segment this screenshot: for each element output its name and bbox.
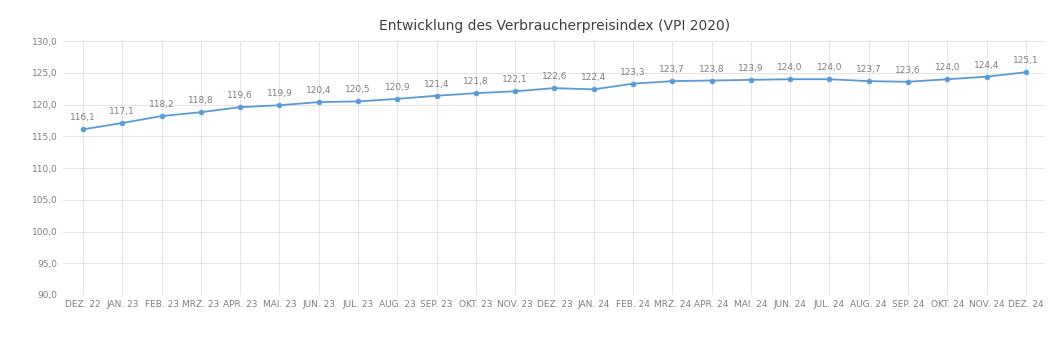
Title: Entwicklung des Verbraucherpreisindex (VPI 2020): Entwicklung des Verbraucherpreisindex (V…: [379, 19, 730, 33]
Text: 122,1: 122,1: [503, 75, 528, 84]
Text: 123,3: 123,3: [620, 68, 646, 77]
Text: 120,4: 120,4: [306, 86, 332, 95]
Text: 124,0: 124,0: [935, 63, 960, 72]
Text: 120,9: 120,9: [384, 83, 410, 92]
Text: 118,2: 118,2: [149, 100, 174, 109]
Text: 124,0: 124,0: [777, 63, 803, 72]
Text: 123,8: 123,8: [699, 64, 724, 73]
Text: 121,4: 121,4: [423, 80, 449, 89]
Text: 116,1: 116,1: [70, 114, 96, 122]
Text: 125,1: 125,1: [1013, 56, 1039, 65]
Text: 123,6: 123,6: [895, 66, 921, 75]
Text: 124,0: 124,0: [816, 63, 842, 72]
Text: 123,7: 123,7: [659, 65, 685, 74]
Text: 119,9: 119,9: [266, 89, 293, 98]
Text: 120,5: 120,5: [345, 85, 371, 95]
Text: 122,6: 122,6: [542, 72, 567, 81]
Text: 124,4: 124,4: [974, 61, 999, 70]
Text: 119,6: 119,6: [227, 91, 253, 100]
Text: 117,1: 117,1: [110, 107, 135, 116]
Text: 123,7: 123,7: [855, 65, 882, 74]
Text: 118,8: 118,8: [188, 96, 213, 105]
Text: 123,9: 123,9: [738, 64, 763, 73]
Text: 122,4: 122,4: [581, 73, 606, 82]
Text: 121,8: 121,8: [463, 77, 489, 86]
